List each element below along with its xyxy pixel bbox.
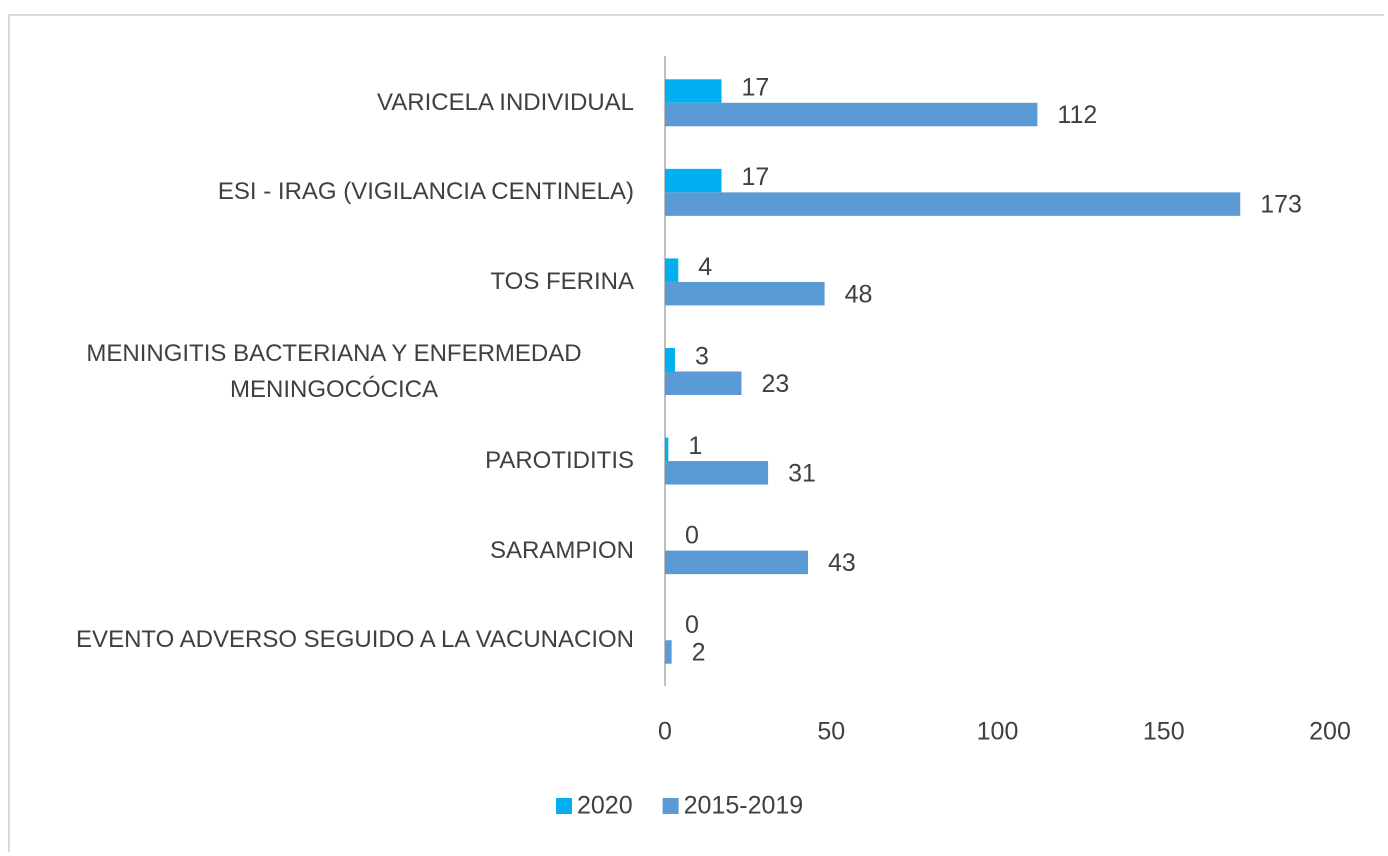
data-label: 0	[685, 522, 699, 550]
bar	[665, 102, 1038, 127]
bar	[665, 640, 672, 664]
data-label: 2	[692, 639, 706, 667]
x-tick-label: 200	[1309, 718, 1351, 746]
data-label: 173	[1260, 191, 1302, 219]
x-tick-label: 150	[1143, 718, 1185, 746]
legend-label: 2020	[577, 792, 633, 820]
bar	[665, 258, 679, 282]
bar	[665, 192, 1241, 216]
bar	[665, 550, 808, 575]
x-tick-label: 0	[658, 718, 672, 746]
category-text: PAROTIDITIS	[485, 447, 634, 475]
data-label: 1	[688, 432, 702, 460]
data-label: 17	[742, 74, 770, 102]
category-text: MENINGITIS BACTERIANA Y ENFERMEDAD MENIN…	[86, 339, 582, 403]
x-tick-label: 100	[977, 718, 1019, 746]
category-text: VARICELA INDIVIDUAL	[377, 88, 634, 116]
category-label: EVENTO ADVERSO SEGUIDO A LA VACUNACION	[34, 622, 634, 658]
category-label: SARAMPION	[34, 533, 634, 569]
category-label: MENINGITIS BACTERIANA Y ENFERMEDAD MENIN…	[34, 336, 634, 408]
legend-swatch	[662, 798, 679, 814]
data-label: 31	[788, 459, 816, 487]
data-label: 43	[828, 549, 856, 577]
category-label: TOS FERINA	[34, 264, 634, 300]
bar	[665, 371, 742, 395]
bar	[665, 348, 675, 372]
category-text: EVENTO ADVERSO SEGUIDO A LA VACUNACION	[76, 626, 634, 654]
bar	[665, 437, 669, 462]
chart-frame	[8, 14, 1384, 852]
data-label: 48	[845, 280, 873, 308]
data-label: 17	[742, 163, 770, 191]
data-label: 3	[695, 342, 709, 370]
category-label: PAROTIDITIS	[34, 443, 634, 479]
category-label: ESI - IRAG (VIGILANCIA CENTINELA)	[34, 174, 634, 210]
bar	[665, 281, 825, 306]
legend-label: 2015-2019	[684, 792, 804, 820]
data-label: 4	[698, 253, 712, 281]
data-label: 112	[1057, 101, 1097, 129]
legend-swatch	[556, 798, 572, 814]
category-text: ESI - IRAG (VIGILANCIA CENTINELA)	[217, 178, 634, 206]
category-text: TOS FERINA	[490, 267, 634, 295]
data-label: 23	[761, 370, 789, 398]
category-text: SARAMPION	[489, 536, 634, 564]
x-tick-label: 50	[817, 718, 845, 746]
bar	[665, 79, 722, 103]
category-label: VARICELA INDIVIDUAL	[34, 85, 634, 121]
bar	[665, 461, 769, 485]
data-label: 0	[685, 611, 699, 639]
bar	[665, 168, 722, 193]
